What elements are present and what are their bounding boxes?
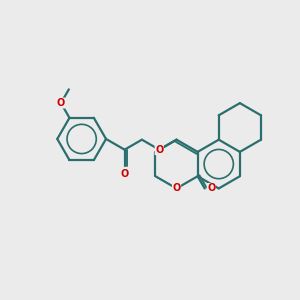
- Text: O: O: [121, 169, 129, 179]
- Text: O: O: [172, 183, 181, 194]
- Text: O: O: [207, 184, 215, 194]
- Text: O: O: [155, 145, 163, 155]
- Text: O: O: [57, 98, 65, 108]
